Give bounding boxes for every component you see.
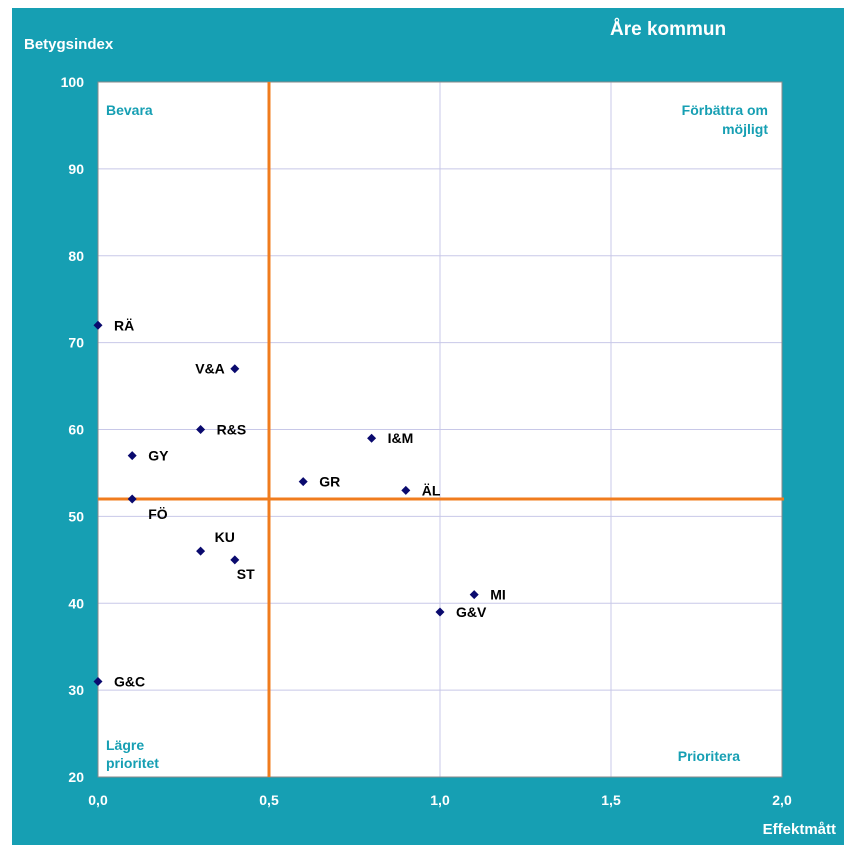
- plot-border: [97, 81, 783, 778]
- data-point-label: MI: [490, 587, 506, 603]
- data-point-marker: [127, 451, 137, 461]
- y-tick-label: 50: [68, 508, 84, 524]
- x-tick-label: 0,5: [259, 792, 279, 808]
- data-point-label: R&S: [217, 422, 247, 438]
- y-tick-label: 70: [68, 335, 84, 351]
- data-point-label: I&M: [388, 430, 414, 446]
- data-point-marker: [127, 494, 137, 504]
- quadrant-label-lagre-prioritet: Lägre: [106, 737, 144, 753]
- y-tick-label: 40: [68, 595, 84, 611]
- data-point-label: GR: [319, 474, 340, 490]
- data-point-label: G&V: [456, 604, 487, 620]
- quadrant-label-prioritera: Prioritera: [678, 748, 740, 764]
- data-point-marker: [230, 555, 240, 565]
- data-point-label: G&C: [114, 673, 145, 689]
- data-point-marker: [230, 364, 240, 374]
- x-tick-label: 1,5: [601, 792, 621, 808]
- y-tick-label: 20: [68, 769, 84, 785]
- data-point-label: ST: [237, 566, 255, 582]
- x-tick-label: 2,0: [772, 792, 792, 808]
- x-tick-label: 1,0: [430, 792, 450, 808]
- y-axis-title: Betygsindex: [24, 36, 114, 53]
- quadrant-label-lagre-prioritet: prioritet: [106, 755, 159, 771]
- data-point-label: FÖ: [148, 506, 168, 522]
- data-point-label: RÄ: [114, 317, 134, 333]
- y-tick-label: 80: [68, 248, 84, 264]
- y-tick-label: 60: [68, 422, 84, 438]
- data-point-marker: [196, 546, 206, 556]
- quadrant-label-forbattra: Förbättra om: [682, 102, 768, 118]
- data-point-label: V&A: [195, 361, 225, 377]
- data-point-label: GY: [148, 448, 169, 464]
- data-point-marker: [469, 590, 479, 600]
- data-point-marker: [196, 425, 206, 434]
- data-point-label: KU: [215, 529, 235, 545]
- y-tick-label: 90: [68, 161, 84, 177]
- data-point-marker: [367, 433, 377, 443]
- data-point-marker: [93, 676, 103, 686]
- x-tick-label: 0,0: [88, 792, 108, 808]
- y-tick-label: 30: [68, 682, 84, 698]
- x-axis-title: Effektmått: [762, 821, 836, 838]
- data-point-marker: [93, 320, 103, 330]
- data-point-marker: [401, 485, 411, 495]
- data-point-label: ÄL: [422, 482, 441, 498]
- chart-title: Åre kommun: [610, 19, 727, 40]
- quadrant-label-bevara: Bevara: [106, 102, 153, 118]
- y-tick-label: 100: [61, 74, 85, 90]
- quadrant-label-forbattra: möjligt: [722, 121, 768, 137]
- data-point-marker: [298, 477, 308, 487]
- data-point-marker: [435, 607, 445, 617]
